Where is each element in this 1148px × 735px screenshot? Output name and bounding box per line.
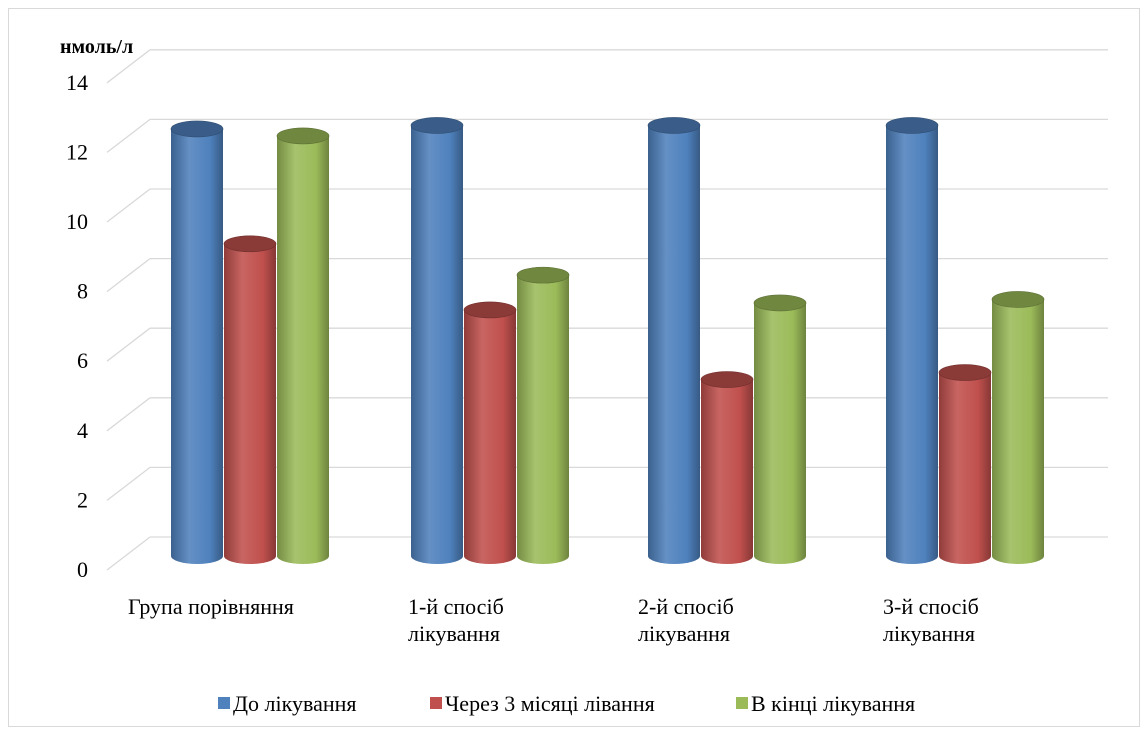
bar	[753, 294, 807, 564]
y-tick-label: 10	[66, 209, 88, 234]
bar	[647, 117, 701, 564]
legend-item: Через 3 місяці лівання	[430, 691, 655, 716]
y-tick-label: 6	[77, 348, 88, 373]
bar	[938, 364, 992, 564]
bar	[170, 120, 224, 564]
category-label: Група порівняння	[128, 594, 294, 619]
bar	[276, 127, 330, 565]
bar	[885, 117, 939, 564]
bar	[516, 266, 570, 564]
gridline-diagonal	[106, 466, 151, 501]
gridline-diagonal	[106, 536, 151, 571]
y-tick-label: 8	[77, 279, 88, 304]
bars	[170, 117, 1045, 565]
legend-item: До лікування	[218, 691, 357, 716]
category-label: 1-й спосіб лікування	[408, 594, 504, 646]
gridline-diagonal	[106, 327, 151, 362]
gridline-diagonal	[106, 49, 151, 84]
category-label: 2-й спосіб лікування	[638, 594, 734, 646]
legend-swatch	[218, 697, 230, 709]
gridline-diagonal	[106, 258, 151, 293]
y-axis: 0 2 4 6 8 10 12 14	[66, 70, 88, 582]
bar	[700, 371, 754, 564]
legend-item: В кінці лікування	[736, 691, 915, 716]
bar	[463, 301, 517, 564]
legend-swatch	[430, 697, 442, 709]
y-tick-label: 0	[77, 557, 88, 582]
legend-label: В кінці лікування	[751, 691, 915, 716]
legend: До лікування Через 3 місяці лівання В кінц…	[218, 691, 915, 716]
legend-label: До лікування	[233, 691, 357, 716]
category-labels: Група порівняння 1-й спосіб лікування 2-й с…	[128, 594, 979, 646]
legend-swatch	[736, 697, 748, 709]
bar	[410, 117, 464, 564]
gridline-diagonal	[106, 397, 151, 432]
gridline-diagonal	[106, 188, 151, 223]
gridline-diagonal	[106, 118, 151, 153]
y-tick-label: 14	[66, 70, 88, 95]
y-tick-label: 2	[77, 487, 88, 512]
y-axis-unit-label: нмоль/л	[60, 36, 133, 58]
y-tick-label: 4	[77, 418, 88, 443]
bar	[223, 235, 277, 565]
bar	[991, 291, 1045, 564]
category-label: 3-й спосіб лікування	[883, 594, 979, 646]
y-tick-label: 12	[66, 139, 88, 164]
legend-label: Через 3 місяці лівання	[445, 691, 655, 716]
